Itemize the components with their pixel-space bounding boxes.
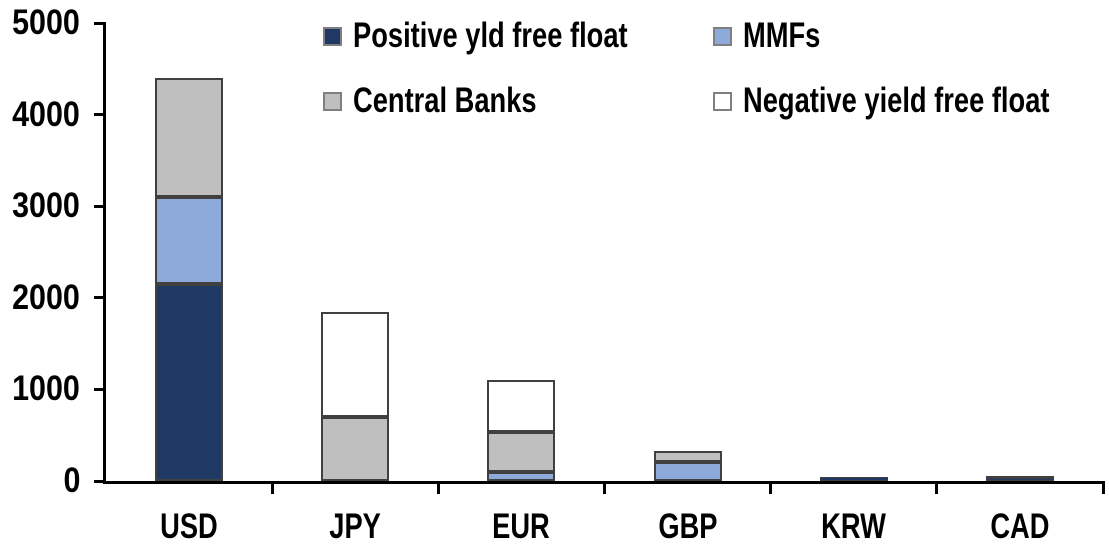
x-axis-label-eur: EUR <box>492 507 551 546</box>
x-axis-label-usd: USD <box>160 507 218 546</box>
legend-label-central-banks: Central Banks <box>353 81 537 120</box>
y-tick <box>94 387 106 391</box>
bar-usd-mmfs <box>155 197 224 285</box>
x-tick <box>603 481 606 494</box>
legend-label-negative-yield-free-float: Negative yield free float <box>743 81 1050 120</box>
bar-cad-central-banks <box>985 475 1054 479</box>
y-tick-label: 3000 <box>12 186 80 226</box>
legend-item-negative-yield-free-float: Negative yield free float <box>713 81 1109 121</box>
bar-krw-positive-yld-free-float <box>819 476 888 481</box>
x-tick <box>436 481 440 494</box>
y-tick <box>94 204 106 208</box>
bar-usd-central-banks <box>155 77 224 198</box>
y-axis-line <box>103 23 106 484</box>
x-axis-label-gbp: GBP <box>657 507 718 546</box>
bar-jpy-negative-yield-free-float <box>321 312 390 417</box>
x-tick <box>769 481 773 494</box>
bar-eur-negative-yield-free-float <box>487 380 556 433</box>
x-axis-label-krw: KRW <box>821 507 887 546</box>
bar-gbp-central-banks <box>653 450 722 462</box>
bar-eur-central-banks <box>487 432 556 472</box>
bar-gbp-mmfs <box>653 461 722 481</box>
legend-swatch-negative-yield-free-float <box>713 91 732 111</box>
legend-item-central-banks: Central Banks <box>323 81 588 121</box>
x-axis-label-jpy: JPY <box>329 507 382 546</box>
y-tick <box>94 296 106 300</box>
y-tick <box>94 479 106 483</box>
x-axis-label-cad: CAD <box>990 507 1050 546</box>
y-tick <box>94 21 106 25</box>
bar-eur-mmfs <box>487 471 556 481</box>
bar-jpy-central-banks <box>321 416 390 481</box>
y-tick-label: 4000 <box>12 94 80 134</box>
y-tick <box>94 113 106 117</box>
y-tick-label: 1000 <box>12 369 80 409</box>
y-tick-label: 2000 <box>12 277 80 317</box>
legend-swatch-mmfs <box>713 26 732 46</box>
legend-item-mmfs: MMFs <box>713 16 842 56</box>
legend-item-positive-yld-free-float: Positive yld free float <box>323 16 705 56</box>
legend-swatch-central-banks <box>323 91 342 111</box>
y-tick-label: 5000 <box>12 3 80 42</box>
legend-label-positive-yld-free-float: Positive yld free float <box>353 16 628 55</box>
bar-cad-positive-yld-free-float <box>985 478 1054 481</box>
x-tick <box>935 481 939 494</box>
x-tick <box>270 481 274 494</box>
x-tick <box>1101 481 1105 494</box>
legend-swatch-positive-yld-free-float <box>323 26 342 46</box>
y-tick-label: 0 <box>63 461 80 500</box>
legend-label-mmfs: MMFs <box>743 16 821 55</box>
bar-usd-positive-yld-free-float <box>155 284 224 481</box>
